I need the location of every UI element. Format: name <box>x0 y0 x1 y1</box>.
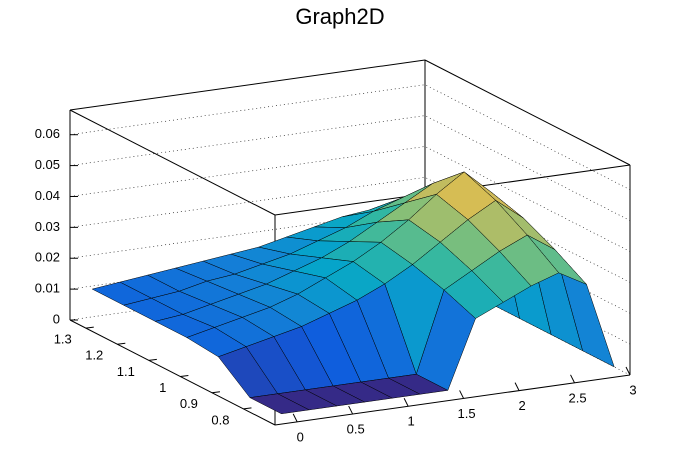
grid-line <box>69 84 631 190</box>
x-tick <box>292 413 298 423</box>
y-tick-label: 1 <box>159 380 166 395</box>
box-edge <box>69 109 276 216</box>
z-tick-label: 0.04 <box>35 188 60 203</box>
y-tick-label: 0.8 <box>211 412 229 427</box>
x-tick-label: 2 <box>518 398 525 413</box>
box-edge <box>69 59 426 111</box>
x-tick <box>403 398 409 407</box>
x-tick-label: 0.5 <box>347 422 365 437</box>
y-tick <box>85 326 94 329</box>
x-tick-label: 3 <box>629 382 636 397</box>
x-tick <box>348 405 354 415</box>
y-tick <box>211 391 220 394</box>
z-tick-label: 0.05 <box>35 157 60 172</box>
x-tick <box>514 382 520 391</box>
z-tick-label: 0 <box>53 311 60 326</box>
x-tick-label: 1 <box>408 414 415 429</box>
y-tick-label: 1.3 <box>54 332 72 347</box>
y-tick-label: 1.1 <box>117 364 135 379</box>
z-tick-label: 0.06 <box>35 126 60 141</box>
surface-cell <box>249 393 310 415</box>
grid-line <box>69 146 631 252</box>
z-tick-label: 0.01 <box>35 281 60 296</box>
box-edge <box>424 59 631 166</box>
z-tick-label: 0.03 <box>35 219 60 234</box>
x-tick-label: 1.5 <box>458 406 476 421</box>
y-tick <box>180 375 189 378</box>
y-tick <box>148 358 157 361</box>
y-tick-label: 1.2 <box>85 348 103 363</box>
x-tick-label: 0 <box>297 429 304 444</box>
y-tick <box>243 407 252 410</box>
x-tick <box>459 390 465 399</box>
x-tick <box>625 366 631 376</box>
y-tick <box>117 342 126 345</box>
chart-title: Graph2D <box>295 4 384 29</box>
grid-line <box>69 115 631 221</box>
y-axis <box>69 319 276 426</box>
y-tick-label: 0.9 <box>180 396 198 411</box>
x-tick <box>570 374 575 384</box>
grid-line <box>69 177 631 283</box>
x-tick-label: 2.5 <box>568 390 586 405</box>
z-tick-label: 0.02 <box>35 250 60 265</box>
x-axis <box>274 374 631 426</box>
